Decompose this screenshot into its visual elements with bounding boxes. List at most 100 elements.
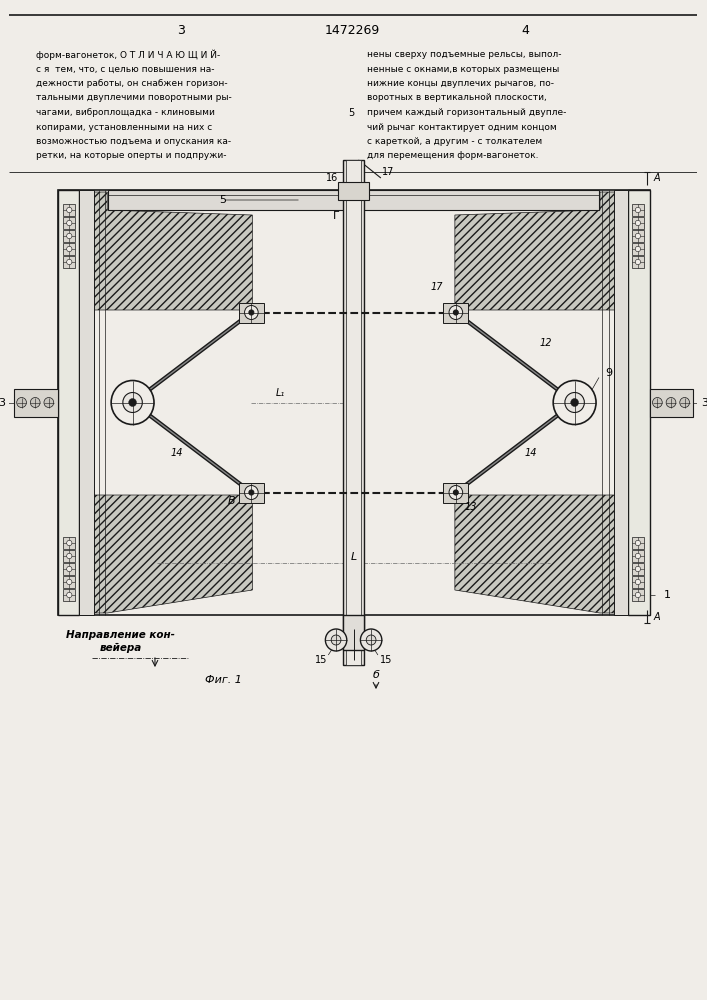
Bar [632, 589, 644, 601]
Text: 3: 3 [0, 397, 6, 408]
Bar [64, 217, 75, 229]
Text: 3: 3 [177, 23, 185, 36]
Text: 15: 15 [315, 655, 327, 665]
Text: 3: 3 [701, 397, 707, 408]
Circle shape [66, 207, 72, 213]
Circle shape [331, 635, 341, 645]
Circle shape [636, 566, 641, 572]
Circle shape [123, 392, 142, 412]
Text: 14: 14 [170, 448, 182, 458]
Text: 9: 9 [605, 367, 612, 377]
Bar [64, 537, 75, 549]
Text: чий рычаг контактирует одним концом: чий рычаг контактирует одним концом [367, 122, 557, 131]
Text: B: B [228, 495, 235, 506]
Circle shape [66, 259, 72, 265]
Circle shape [66, 566, 72, 572]
Circle shape [636, 233, 641, 239]
Text: 4: 4 [521, 23, 529, 36]
Text: б: б [373, 670, 380, 680]
Bar [108, 190, 599, 210]
Text: тальными двуплечими поворотными ры-: тальными двуплечими поворотными ры- [36, 94, 232, 103]
Circle shape [666, 397, 676, 408]
Bar [64, 230, 75, 242]
Bar [650, 388, 694, 416]
Text: L₁: L₁ [276, 387, 285, 397]
Text: Г: Г [333, 211, 339, 221]
Bar [64, 589, 75, 601]
Circle shape [453, 490, 458, 495]
Bar [443, 302, 469, 322]
Bar [239, 483, 264, 502]
Circle shape [129, 398, 136, 406]
Bar [632, 243, 644, 255]
Bar [346, 160, 361, 665]
Circle shape [44, 397, 54, 408]
Polygon shape [455, 495, 626, 613]
Text: L: L [351, 552, 357, 562]
Bar [64, 243, 75, 255]
Circle shape [636, 592, 641, 598]
Circle shape [66, 220, 72, 226]
Circle shape [361, 629, 382, 651]
Bar [64, 576, 75, 588]
Text: дежности работы, он снабжен горизон-: дежности работы, он снабжен горизон- [36, 79, 228, 88]
Text: ненные с окнами,в которых размещены: ненные с окнами,в которых размещены [367, 64, 559, 74]
Bar [79, 190, 93, 615]
Circle shape [653, 397, 662, 408]
Bar [57, 190, 79, 615]
Text: с кареткой, а другим - с толкателем: с кареткой, а другим - с толкателем [367, 137, 542, 146]
Bar [632, 563, 644, 575]
Circle shape [111, 380, 154, 424]
Circle shape [553, 380, 596, 424]
Bar [343, 160, 364, 665]
Circle shape [66, 233, 72, 239]
Text: вейера: вейера [100, 643, 142, 653]
Text: копирами, установленными на них с: копирами, установленными на них с [36, 122, 212, 131]
Circle shape [636, 540, 641, 546]
Bar [64, 550, 75, 562]
Bar [443, 483, 469, 502]
Bar [64, 204, 75, 216]
Bar [632, 550, 644, 562]
Text: причем каждый горизонтальный двупле-: причем каждый горизонтальный двупле- [367, 108, 566, 117]
Bar [632, 537, 644, 549]
Circle shape [636, 246, 641, 252]
Circle shape [245, 486, 258, 499]
Circle shape [325, 629, 347, 651]
Bar [57, 190, 650, 615]
Bar [338, 182, 369, 200]
Text: 15: 15 [380, 655, 392, 665]
Text: с я  тем, что, с целью повышения на-: с я тем, что, с целью повышения на- [36, 64, 215, 74]
Bar [632, 256, 644, 268]
Circle shape [636, 579, 641, 585]
Polygon shape [81, 192, 252, 310]
Circle shape [571, 398, 578, 406]
Text: для перемещения форм-вагонеток.: для перемещения форм-вагонеток. [367, 151, 539, 160]
Bar [632, 576, 644, 588]
Text: нены сверху подъемные рельсы, выпол-: нены сверху подъемные рельсы, выпол- [367, 50, 562, 59]
Circle shape [366, 635, 376, 645]
Text: 14: 14 [525, 448, 537, 458]
Text: форм-вагонеток, О Т Л И Ч А Ю Щ И Й-: форм-вагонеток, О Т Л И Ч А Ю Щ И Й- [36, 50, 221, 60]
Bar [64, 563, 75, 575]
Circle shape [66, 246, 72, 252]
Text: чагами, виброплощадка - клиновыми: чагами, виброплощадка - клиновыми [36, 108, 215, 117]
Text: A: A [653, 173, 660, 183]
Circle shape [30, 397, 40, 408]
Circle shape [449, 306, 462, 320]
Bar [343, 615, 364, 650]
Text: 5: 5 [220, 195, 227, 205]
Bar [632, 217, 644, 229]
Circle shape [636, 220, 641, 226]
Text: ретки, на которые оперты и подпружи-: ретки, на которые оперты и подпружи- [36, 151, 227, 160]
Polygon shape [455, 192, 626, 310]
Text: Направление кон-: Направление кон- [66, 630, 175, 640]
Circle shape [453, 310, 458, 315]
Text: 1: 1 [664, 590, 671, 600]
Circle shape [565, 392, 585, 412]
Circle shape [636, 259, 641, 265]
Text: воротных в вертикальной плоскости,: воротных в вертикальной плоскости, [367, 94, 547, 103]
Circle shape [17, 397, 26, 408]
Circle shape [636, 553, 641, 559]
Circle shape [245, 306, 258, 320]
